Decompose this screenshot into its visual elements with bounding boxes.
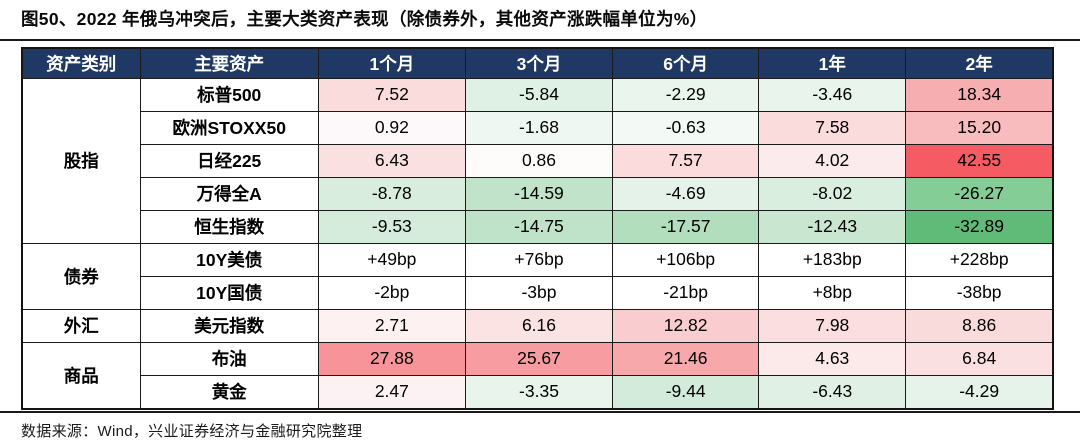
asset-class-cell: 股指: [21, 77, 141, 244]
table-header-row: 资产类别 主要资产 1个月 3个月 6个月 1年 2年: [21, 47, 1054, 79]
table-row: 股指 标普500 7.52 -5.84 -2.29 -3.46 18.34: [21, 77, 1054, 244]
value-cell: -38bp: [905, 275, 1054, 310]
asset-name-cell: 美元指数: [139, 308, 319, 343]
value-cell: 7.52: [317, 77, 466, 112]
value-cell: -32.89: [905, 209, 1054, 244]
value-cell: +106bp: [612, 242, 760, 277]
table-body: 股指 标普500 7.52 -5.84 -2.29 -3.46 18.34 欧洲STOXX50…: [21, 77, 1054, 410]
asset-name-cell: 10Y国债: [139, 275, 319, 310]
value-cell: -3.35: [464, 374, 614, 410]
value-cell: -4.29: [905, 374, 1054, 410]
value-cell: -6.43: [758, 374, 907, 410]
value-cell: -14.59: [464, 176, 614, 211]
asset-name-cell: 万得全A: [139, 176, 319, 211]
column-header-6-month: 6个月: [612, 47, 760, 79]
value-cell: 6.84: [905, 341, 1054, 376]
table-row: 欧洲STOXX50 0.92 -1.68 -0.63 7.58 15.20: [22, 110, 1054, 145]
value-cell: 18.34: [905, 77, 1054, 112]
value-cell: 25.67: [464, 341, 614, 376]
value-cell: 4.02: [758, 143, 907, 178]
data-source-note: 数据来源：Wind，兴业证券经济与金融研究院整理: [21, 422, 363, 440]
asset-name-cell: 欧洲STOXX50: [139, 110, 319, 145]
value-cell: 0.86: [464, 143, 614, 178]
table-row: 10Y国债 -2bp -3bp -21bp +8bp -38bp: [22, 275, 1054, 310]
asset-class-cell: 商品: [21, 341, 141, 410]
asset-class-cell: 债券: [21, 242, 141, 310]
column-header-main-asset: 主要资产: [139, 47, 319, 79]
value-cell: +228bp: [905, 242, 1054, 277]
value-cell: -21bp: [612, 275, 760, 310]
value-cell: -0.63: [612, 110, 760, 145]
table-row: 万得全A -8.78 -14.59 -4.69 -8.02 -26.27: [22, 176, 1054, 211]
value-cell: 27.88: [317, 341, 466, 376]
value-cell: 15.20: [905, 110, 1054, 145]
value-cell: +76bp: [464, 242, 614, 277]
table-row: 日经225 6.43 0.86 7.57 4.02 42.55: [22, 143, 1054, 178]
value-cell: +49bp: [317, 242, 466, 277]
value-cell: 7.57: [612, 143, 760, 178]
value-cell: 8.86: [905, 308, 1054, 343]
value-cell: -4.69: [612, 176, 760, 211]
table-row: 商品 布油 27.88 25.67 21.46 4.63 6.84: [21, 341, 1054, 410]
column-header-3-month: 3个月: [464, 47, 614, 79]
column-header-asset-class: 资产类别: [21, 47, 141, 79]
asset-name-cell: 10Y美债: [139, 242, 319, 277]
value-cell: -9.53: [317, 209, 466, 244]
figure-title: 图50、2022 年俄乌冲突后，主要大类资产表现（除债券外，其他资产涨跌幅单位为…: [21, 9, 708, 29]
asset-class-cell: 外汇: [21, 308, 141, 343]
table-row: 债券 10Y美债 +49bp +76bp +106bp +183bp +228bp: [21, 242, 1054, 310]
asset-name-cell: 布油: [139, 341, 319, 376]
column-header-1-month: 1个月: [317, 47, 466, 79]
value-cell: -3bp: [464, 275, 614, 310]
value-cell: -2bp: [317, 275, 466, 310]
value-cell: 6.16: [464, 308, 614, 343]
value-cell: 2.71: [317, 308, 466, 343]
value-cell: 4.63: [758, 341, 907, 376]
value-cell: 2.47: [317, 374, 466, 410]
value-cell: -8.78: [317, 176, 466, 211]
value-cell: -8.02: [758, 176, 907, 211]
value-cell: 42.55: [905, 143, 1054, 178]
column-header-1-year: 1年: [758, 47, 907, 79]
value-cell: 7.98: [758, 308, 907, 343]
table-row: 恒生指数 -9.53 -14.75 -17.57 -12.43 -32.89: [22, 209, 1054, 244]
value-cell: -5.84: [464, 77, 614, 112]
value-cell: -17.57: [612, 209, 760, 244]
title-divider-line: [0, 38, 1080, 41]
value-cell: -26.27: [905, 176, 1054, 211]
value-cell: -14.75: [464, 209, 614, 244]
value-cell: -3.46: [758, 77, 907, 112]
asset-name-cell: 恒生指数: [139, 209, 319, 244]
value-cell: -9.44: [612, 374, 760, 410]
value-cell: 21.46: [612, 341, 760, 376]
value-cell: -12.43: [758, 209, 907, 244]
asset-name-cell: 黄金: [139, 374, 319, 410]
value-cell: 7.58: [758, 110, 907, 145]
value-cell: +8bp: [758, 275, 907, 310]
table-bottom-line: [0, 410, 1080, 413]
value-cell: 12.82: [612, 308, 760, 343]
value-cell: 0.92: [317, 110, 466, 145]
asset-name-cell: 标普500: [139, 77, 319, 112]
value-cell: -2.29: [612, 77, 760, 112]
column-header-2-year: 2年: [905, 47, 1054, 79]
value-cell: 6.43: [317, 143, 466, 178]
value-cell: +183bp: [758, 242, 907, 277]
asset-performance-table: 资产类别 主要资产 1个月 3个月 6个月 1年 2年 股指 标普500 7.52-…: [21, 46, 1054, 410]
table-row: 外汇 美元指数 2.71 6.16 12.82 7.98 8.86: [21, 308, 1054, 343]
value-cell: -1.68: [464, 110, 614, 145]
table-row: 黄金 2.47 -3.35 -9.44 -6.43 -4.29: [22, 374, 1054, 410]
asset-name-cell: 日经225: [139, 143, 319, 178]
